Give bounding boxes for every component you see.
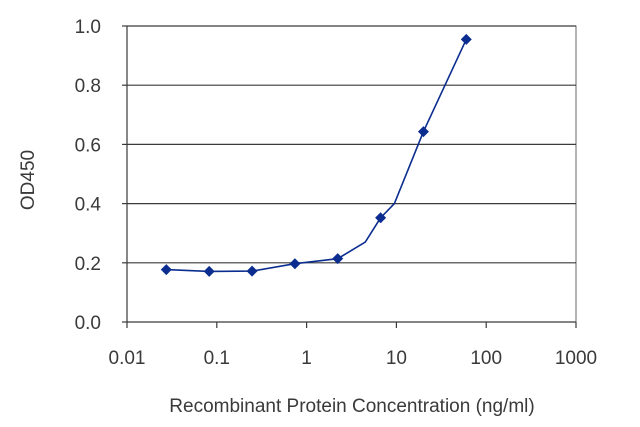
data-point	[289, 258, 301, 270]
x-tick-label: 100	[470, 348, 502, 369]
plot-area: 0.0 0.2 0.4 0.6 0.8 1.0 0.01 0.1 1 10 100 1000	[75, 17, 598, 369]
x-tick-label: 0.01	[109, 348, 146, 369]
data-point	[203, 265, 215, 277]
data-point	[246, 265, 258, 277]
data-point	[417, 126, 429, 138]
fit-curve	[166, 38, 468, 273]
y-tick-label: 0.8	[75, 76, 101, 97]
y-tick-label: 0.6	[75, 135, 101, 156]
x-tick-label: 1	[301, 348, 312, 369]
y-axis-title: OD450	[18, 150, 39, 210]
y-tick-label: 1.0	[75, 17, 101, 38]
data-point	[332, 253, 344, 265]
x-tick-label: 1000	[555, 348, 597, 369]
y-tick-label: 0.2	[75, 254, 101, 275]
data-point	[460, 33, 472, 45]
y-tick-label: 0.0	[75, 313, 101, 334]
x-tick-label: 10	[386, 348, 407, 369]
x-tick-label: 0.1	[204, 348, 230, 369]
x-axis-title: Recombinant Protein Concentration (ng/ml…	[169, 396, 534, 417]
y-tick-label: 0.4	[75, 195, 102, 216]
plot-frame	[126, 25, 577, 323]
data-point	[375, 212, 387, 224]
data-point	[160, 264, 172, 276]
